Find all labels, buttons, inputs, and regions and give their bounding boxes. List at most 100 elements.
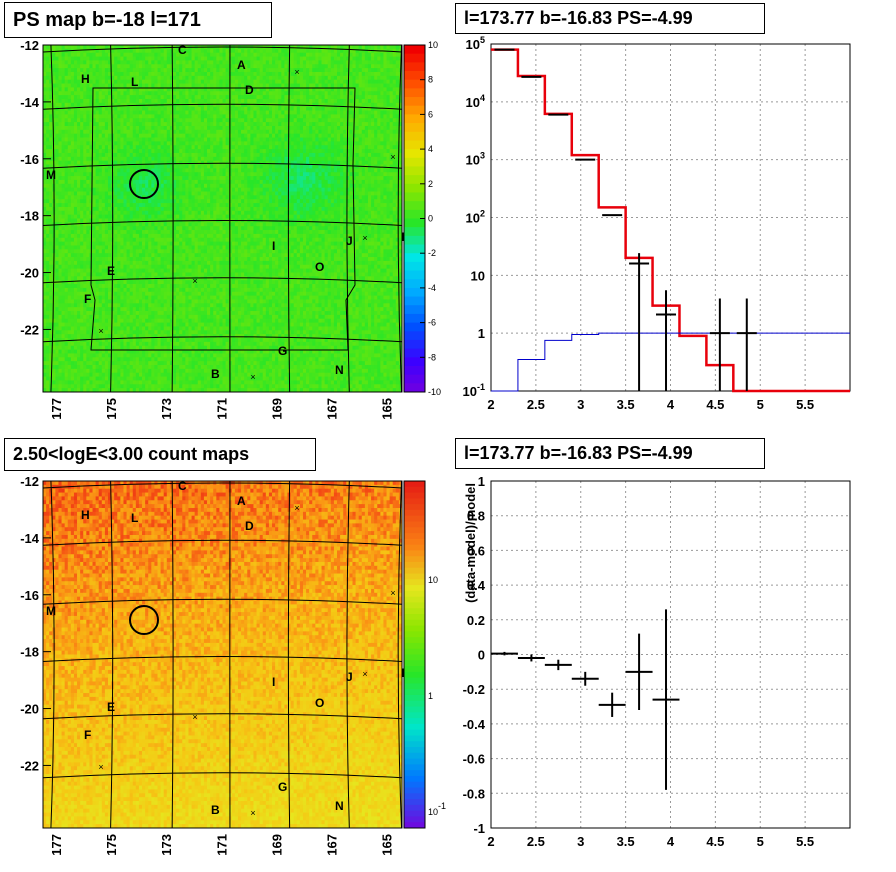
count-colorbar-lower xyxy=(403,480,426,829)
count-map-parallel xyxy=(42,598,403,605)
ps-map-source-label-E: E xyxy=(107,264,115,278)
count-map-source-label-M: M xyxy=(46,604,56,618)
ps-colorbar-tick: -4 xyxy=(428,283,436,293)
count-map-parallel xyxy=(42,482,403,489)
count-map-ytick: -14 xyxy=(20,531,40,546)
spectrum-ytick: 10 xyxy=(471,268,485,283)
residual-ytick: 0.4 xyxy=(467,578,486,593)
count-map-parallel xyxy=(42,539,403,546)
residual-xtick: 5.5 xyxy=(796,834,814,849)
ps-map-meridian xyxy=(397,44,403,393)
ps-colorbar-tick: 4 xyxy=(428,144,433,154)
count-map-marker: × xyxy=(98,762,103,772)
ps-map-parallel xyxy=(42,336,403,343)
ps-map-source-circle xyxy=(129,169,159,199)
count-map-source-label-H: H xyxy=(81,508,90,522)
ps-map-ytick: -18 xyxy=(20,209,39,224)
spectrum-xtick: 4 xyxy=(667,397,675,412)
count-map-meridian xyxy=(171,480,174,829)
residual-ytick: 1 xyxy=(478,474,485,489)
count-map-marker: × xyxy=(192,712,197,722)
residual-xtick: 4.5 xyxy=(706,834,724,849)
residual-ytick: -0.6 xyxy=(463,752,485,767)
ps-map-xtick: 171 xyxy=(214,398,229,420)
count-map-source-label-L: L xyxy=(131,511,138,525)
count-map-xtick: 169 xyxy=(269,834,284,856)
count-colorbar-tick: 1 xyxy=(428,691,433,701)
count-map-marker: × xyxy=(250,808,255,818)
count-map-parallel xyxy=(42,713,403,720)
ps-map-source-label-F: F xyxy=(84,292,91,306)
count-map-marker: × xyxy=(390,588,395,598)
count-map-source-label-N: N xyxy=(335,799,344,813)
ps-map-meridian xyxy=(50,44,55,393)
ps-map-frame xyxy=(42,44,403,393)
ps-map-heatmap xyxy=(43,45,403,393)
count-map-source-label-F: F xyxy=(84,728,91,742)
ps-map-meridian xyxy=(287,44,291,393)
ps-colorbar-tick: 10 xyxy=(428,40,438,50)
spectrum-xtick: 3 xyxy=(577,397,584,412)
count-map-xtick: 177 xyxy=(49,834,64,856)
residual-xtick: 4 xyxy=(667,834,675,849)
count-map-marker: × xyxy=(362,669,367,679)
residual-xtick: 5 xyxy=(757,834,764,849)
count-map-xtick: 165 xyxy=(380,834,395,856)
count-map-meridian xyxy=(397,480,403,829)
count-colorbar-tick: 10 xyxy=(428,575,438,585)
spectrum-ytick: 102 xyxy=(466,209,485,226)
spectrum-ytick: 104 xyxy=(466,93,485,110)
ps-map-source-label-B: B xyxy=(211,367,220,381)
ps-map-parallel xyxy=(42,46,403,53)
count-map-meridian xyxy=(287,480,291,829)
spectrum-ytick: 105 xyxy=(466,35,485,52)
count-map-ytick: -12 xyxy=(20,474,39,489)
residual-ytick: 0.2 xyxy=(467,613,485,628)
ps-map-source-label-O: O xyxy=(315,260,324,274)
ps-map-source-label-C: C xyxy=(178,43,187,57)
count-map-meridian xyxy=(110,480,114,829)
count-map-meridian xyxy=(346,480,350,829)
ps-map-source-label-H: H xyxy=(81,72,90,86)
ps-map-ytick: -20 xyxy=(20,266,39,281)
ps-colorbar-tick: -2 xyxy=(428,248,436,258)
ps-map-source-label-J: J xyxy=(346,234,353,248)
ps-colorbar-tick: -10 xyxy=(428,387,441,397)
count-colorbar-tick: 10-1 xyxy=(428,801,446,817)
ps-map-ytick: -16 xyxy=(20,152,39,167)
residual-xtick: 3 xyxy=(577,834,584,849)
spectrum-xtick: 4.5 xyxy=(706,397,724,412)
count-map-xtick: 175 xyxy=(104,834,119,856)
residual-xtick: 2 xyxy=(487,834,494,849)
ps-map-source-label-I: I xyxy=(272,239,275,253)
ps-colorbar-tick: 8 xyxy=(428,75,433,85)
count-map-parallel xyxy=(42,772,403,779)
spectrum-xtick: 2.5 xyxy=(527,397,545,412)
map-title: PS map b=-18 l=171 xyxy=(4,2,272,38)
spectrum-frame xyxy=(490,43,851,392)
count-map-source-label-B: B xyxy=(211,803,220,817)
residual-xtick: 2.5 xyxy=(527,834,545,849)
residual-ytick: -0.8 xyxy=(463,786,485,801)
ps-map-source-label-D: D xyxy=(245,83,254,97)
ps-map-xtick: 175 xyxy=(104,398,119,420)
count-map-xtick: 167 xyxy=(325,834,340,856)
ps-map-parallel xyxy=(42,162,403,169)
ps-map-ytick: -12 xyxy=(20,38,39,53)
ps-colorbar-tick: -6 xyxy=(428,318,436,328)
spectrum-ytick: 103 xyxy=(466,151,485,168)
spectrum-title: l=173.77 b=-16.83 PS=-4.99 xyxy=(455,3,765,34)
residual-ytick: 0.6 xyxy=(467,543,485,558)
count-map-grid xyxy=(42,480,403,829)
ps-map-roi-frame xyxy=(90,87,356,351)
ps-map-ytick: -14 xyxy=(20,95,40,110)
residual-ytick: -1 xyxy=(473,821,485,836)
spectrum-xtick: 2 xyxy=(487,397,494,412)
count-map-source-label-I: I xyxy=(272,675,275,689)
ps-colorbar xyxy=(403,44,426,393)
residual-ytick: 0.8 xyxy=(467,509,485,524)
ps-map-meridian xyxy=(171,44,174,393)
count-map-ytick: -22 xyxy=(20,758,39,773)
residual-xtick: 3.5 xyxy=(617,834,635,849)
ps-map-source-label-A: A xyxy=(237,58,246,72)
